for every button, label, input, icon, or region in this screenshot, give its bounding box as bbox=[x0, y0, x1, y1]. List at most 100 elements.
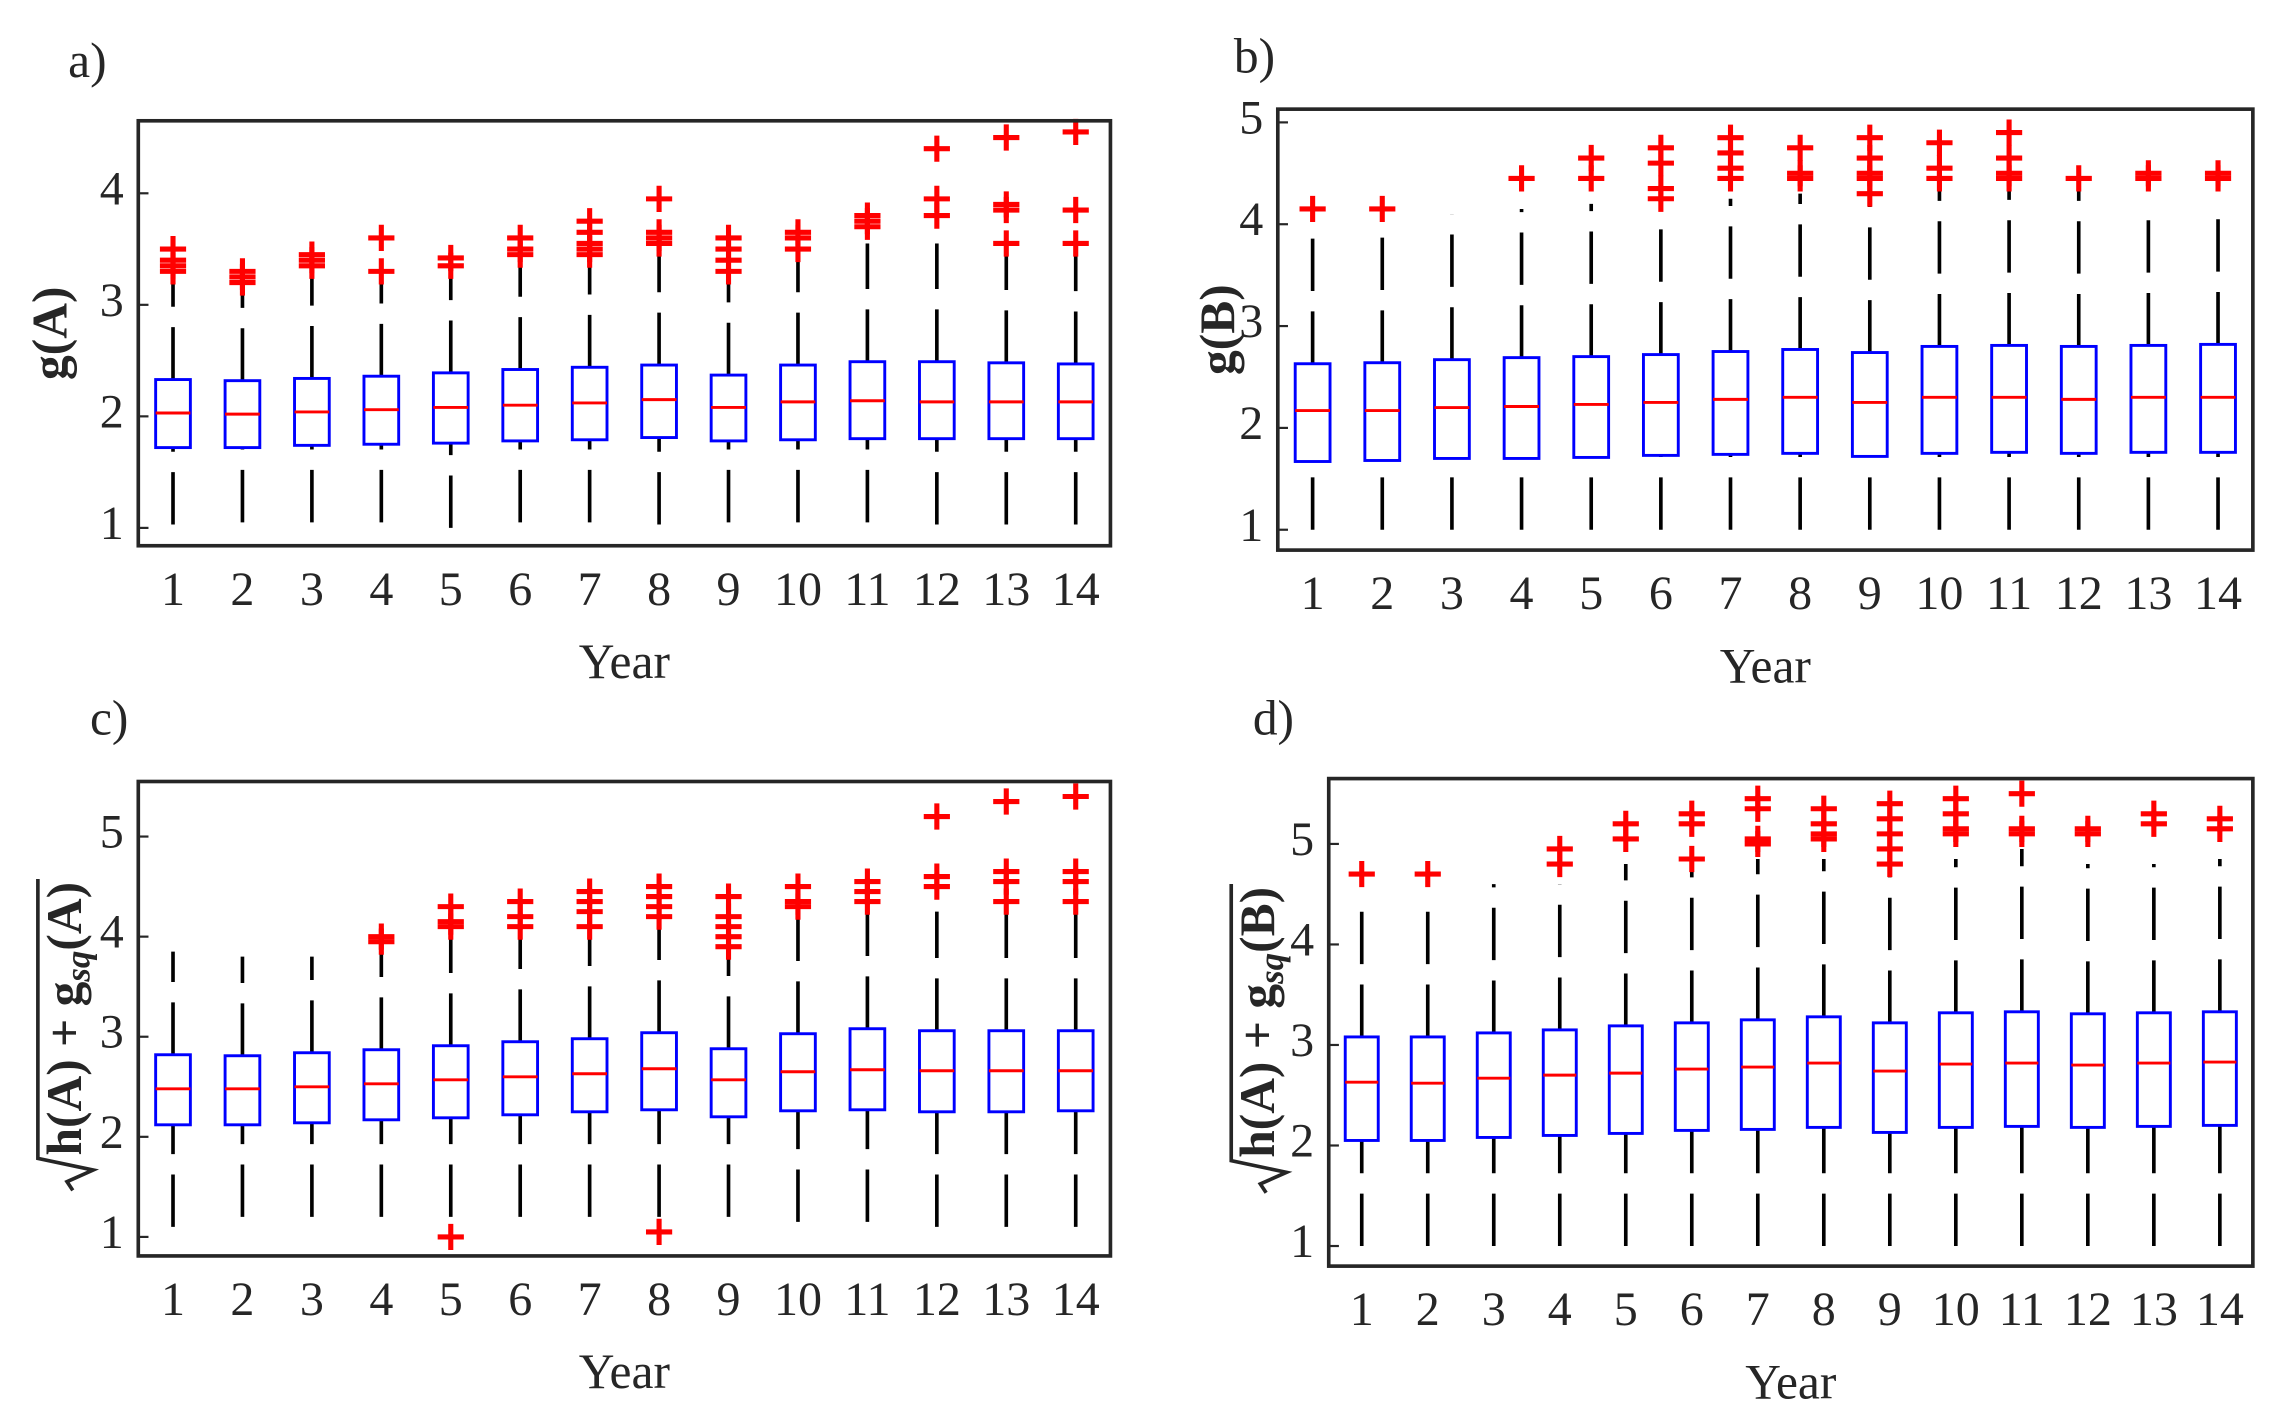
x-axis-label: Year bbox=[579, 634, 671, 689]
x-tick-label: 12 bbox=[2055, 567, 2103, 620]
x-tick-label: 9 bbox=[717, 563, 741, 616]
x-tick-label: 13 bbox=[2130, 1283, 2178, 1336]
radical-sign bbox=[36, 879, 100, 1192]
x-tick-label: 6 bbox=[1680, 1283, 1704, 1336]
outlier bbox=[1508, 165, 1535, 192]
y-tick-label: 5 bbox=[1239, 91, 1263, 144]
box bbox=[2069, 1012, 2106, 1129]
box bbox=[640, 363, 678, 440]
box bbox=[1990, 343, 2028, 454]
x-tick-label: 14 bbox=[1052, 563, 1100, 616]
outlier bbox=[229, 258, 256, 285]
box bbox=[570, 1037, 609, 1114]
box bbox=[918, 360, 956, 441]
outlier bbox=[576, 208, 603, 235]
x-tick-label: 1 bbox=[161, 1273, 185, 1326]
outlier bbox=[1856, 124, 1883, 151]
outlier bbox=[784, 873, 812, 900]
x-tick-label: 10 bbox=[774, 1273, 822, 1326]
x-tick-label: 13 bbox=[982, 1273, 1030, 1326]
y-tick-label: 2 bbox=[1290, 1115, 1314, 1168]
outlier bbox=[1546, 835, 1573, 863]
outlier bbox=[2008, 815, 2035, 842]
y-axis-label-text: g(A) bbox=[23, 287, 78, 380]
outlier bbox=[993, 124, 1020, 151]
box bbox=[1607, 1024, 1644, 1135]
outlier bbox=[1062, 858, 1089, 885]
box bbox=[1937, 1011, 1974, 1129]
x-tick-label: 10 bbox=[1915, 567, 1963, 620]
y-tick-label: 4 bbox=[100, 162, 124, 215]
x-tick-label: 11 bbox=[844, 1273, 890, 1326]
outlier bbox=[854, 202, 881, 229]
outlier bbox=[1299, 195, 1326, 223]
outlier bbox=[1062, 230, 1089, 257]
y-tick-label: 4 bbox=[100, 906, 124, 959]
outlier bbox=[2140, 800, 2167, 827]
outlier bbox=[507, 888, 534, 915]
x-tick-label: 2 bbox=[1370, 567, 1394, 620]
box bbox=[501, 1040, 540, 1117]
y-tick-label: 2 bbox=[100, 1106, 124, 1159]
x-tick-label: 10 bbox=[774, 563, 822, 616]
outlier bbox=[645, 873, 673, 900]
y-tick-label: 4 bbox=[1290, 913, 1314, 966]
x-tick-label: 2 bbox=[1416, 1283, 1440, 1336]
outlier bbox=[1369, 195, 1396, 223]
box bbox=[431, 1044, 470, 1120]
x-tick-label: 12 bbox=[2064, 1283, 2112, 1336]
x-tick-label: 2 bbox=[230, 1273, 254, 1326]
outlier bbox=[1995, 119, 2023, 146]
axes-frame bbox=[1326, 776, 2255, 1268]
box bbox=[1673, 1021, 1710, 1132]
outlier bbox=[1678, 800, 1705, 827]
box bbox=[1711, 350, 1750, 456]
y-tick-label: 3 bbox=[100, 274, 124, 327]
y-axis-label-text: h(A) + gsq(B) bbox=[1231, 887, 1291, 1158]
suffix: (A) bbox=[37, 882, 92, 951]
y-tick-label: 1 bbox=[100, 1206, 124, 1259]
y-tick-label: 3 bbox=[1239, 295, 1263, 348]
outlier bbox=[1744, 785, 1771, 812]
box bbox=[1475, 1031, 1512, 1139]
outlier bbox=[1876, 790, 1903, 817]
x-tick-label: 11 bbox=[844, 563, 890, 616]
outlier bbox=[507, 224, 534, 251]
subscript: sq bbox=[59, 951, 98, 983]
y-tick-label: 4 bbox=[1239, 193, 1263, 246]
x-tick-label: 14 bbox=[2196, 1283, 2244, 1336]
outlier bbox=[645, 219, 673, 246]
outlier bbox=[2135, 160, 2162, 187]
x-tick-label: 7 bbox=[1746, 1283, 1770, 1336]
x-tick-label: 9 bbox=[1858, 567, 1882, 620]
outlier bbox=[1348, 860, 1375, 888]
y-axis-label: h(A) + gsq(B) bbox=[1229, 884, 1293, 1194]
panel-label: c) bbox=[90, 691, 128, 746]
box bbox=[1805, 1015, 1842, 1129]
outlier bbox=[1578, 144, 1605, 172]
x-tick-label: 5 bbox=[1579, 567, 1603, 620]
outlier bbox=[715, 224, 742, 251]
x-tick-label: 3 bbox=[1440, 567, 1464, 620]
x-tick-label: 11 bbox=[1986, 567, 2032, 620]
outlier bbox=[1062, 196, 1089, 224]
x-tick-label: 5 bbox=[1614, 1283, 1638, 1336]
outlier bbox=[1647, 175, 1674, 202]
outlier bbox=[923, 863, 950, 890]
outlier bbox=[1414, 860, 1441, 888]
x-tick-label: 12 bbox=[913, 1273, 961, 1326]
outlier bbox=[1062, 783, 1089, 810]
y-tick-label: 1 bbox=[1290, 1215, 1314, 1268]
x-tick-label: 14 bbox=[1052, 1273, 1100, 1326]
x-tick-label: 4 bbox=[369, 1273, 393, 1326]
outlier bbox=[437, 1223, 464, 1251]
suffix: (B) bbox=[1231, 887, 1286, 953]
outlier bbox=[2204, 160, 2232, 187]
box bbox=[1871, 1021, 1908, 1134]
x-tick-label: 14 bbox=[2194, 567, 2242, 620]
outlier bbox=[368, 258, 395, 285]
x-tick-label: 1 bbox=[161, 563, 185, 616]
y-axis-label-text: g(B) bbox=[1190, 284, 1245, 375]
